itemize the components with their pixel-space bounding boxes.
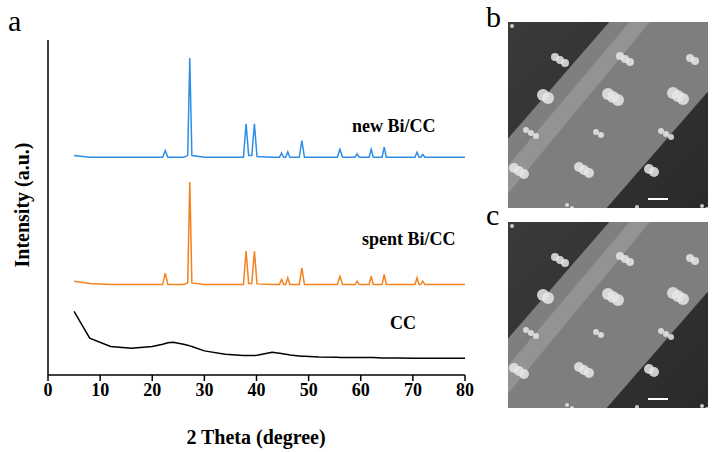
html-text:a: a [8, 4, 22, 37]
svg-text:20: 20 [143, 380, 161, 400]
html-text:b: b [486, 0, 501, 33]
html-text:new Bi/CC: new Bi/CC [352, 116, 436, 136]
html-text:c: c [486, 198, 500, 231]
html-text:spent Bi/CC: spent Bi/CC [362, 229, 456, 249]
html-text:2 Theta (degree): 2 Theta (degree) [186, 426, 326, 448]
svg-text:50: 50 [300, 380, 318, 400]
svg-text:10: 10 [91, 380, 109, 400]
svg-text:0: 0 [44, 380, 53, 400]
svg-text:30: 30 [195, 380, 213, 400]
svg-text:70: 70 [404, 380, 422, 400]
svg-text:80: 80 [456, 380, 474, 400]
svg-text:60: 60 [352, 380, 370, 400]
svg-text:40: 40 [248, 380, 266, 400]
html-text:Intensity (a.u.): Intensity (a.u.) [10, 142, 33, 268]
html-text:CC: CC [390, 313, 416, 333]
